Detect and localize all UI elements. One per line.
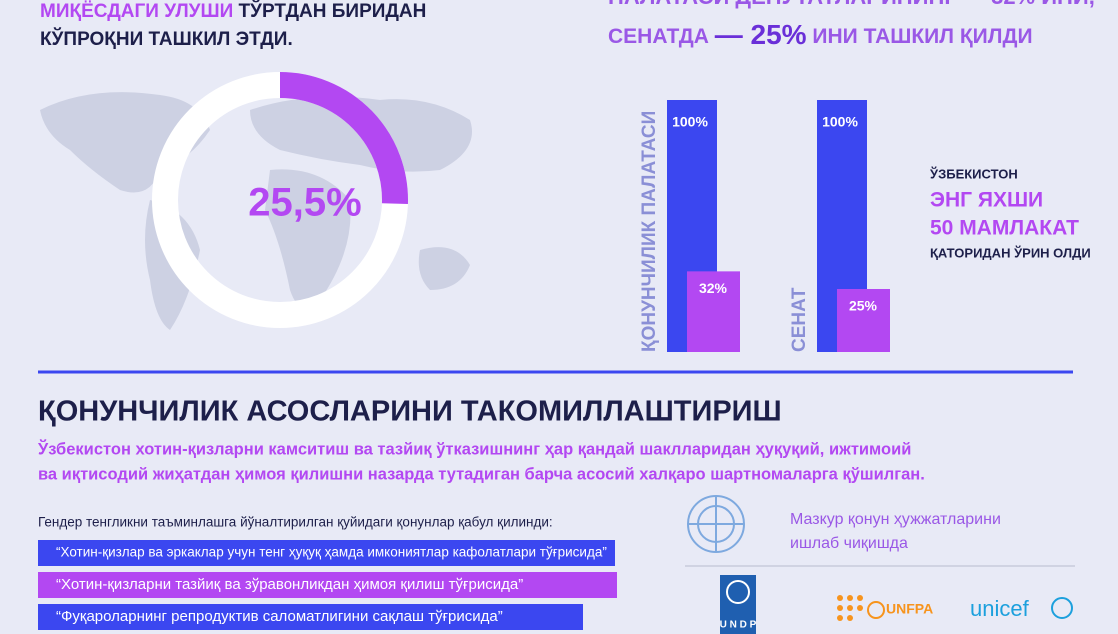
top-right-line1: ПАЛАТАСИ ДЕПУТАТЛАРИНИНГ — 32% ИНИ, [608, 0, 1095, 9]
laws-intro: Гендер тенгликни таъминлашга йўналтирилг… [38, 515, 553, 530]
donut-label: 25,5% [248, 181, 361, 225]
undp-emblem [726, 580, 750, 604]
un-emblem [687, 495, 745, 553]
unicef-text: unicef [970, 596, 1030, 621]
donut-segment [279, 72, 408, 205]
top-right-b: — 25% [715, 19, 807, 50]
bar-label: 25% [849, 298, 878, 314]
ranking-text: 50 МАМЛАКАТ [930, 217, 1079, 240]
law-item: “Фуқароларнинг репродуктив саломатлигини… [56, 608, 503, 625]
top-right-line2: СЕНАТДА — 25% ИНИ ТАШКИЛ ҚИЛДИ [608, 19, 1033, 50]
undp-logo [720, 575, 756, 634]
top-left-dark: ТЎРТДАН БИРИДАН [239, 0, 427, 22]
bar-women [837, 289, 890, 352]
unfpa-emblem [867, 601, 885, 619]
paragraph: Ўзбекистон хотин-қизларни камситиш ва та… [37, 438, 911, 458]
law-box [38, 572, 617, 598]
top-right-c: ИНИ ТАШКИЛ ҚИЛДИ [812, 25, 1032, 48]
donut-chart: 25,5% [152, 72, 408, 328]
undp-text: U N D P [720, 620, 757, 631]
ranking-text: ЎЗБЕКИСТОН [929, 166, 1018, 181]
group-label: ҚОНУНЧИЛИК ПАЛАТАСИ [639, 111, 660, 352]
ranking-text: ҚАТОРИДАН ЎРИН ОЛДИ [930, 245, 1091, 260]
top-left-text: МИҚЁСДАГИ УЛУШИ ТЎРТДАН БИРИДАН [40, 0, 426, 22]
bar-label: 100% [672, 114, 708, 130]
unfpa-text: UNFPA [886, 601, 933, 617]
partners-text: ишлаб чиқишда [790, 535, 908, 552]
group-label: СЕНАТ [789, 287, 810, 352]
paragraph: ва иқтисодий жиҳатдан ҳимоя қилишни наза… [38, 465, 925, 483]
ranking-text: ЭНГ ЯХШИ [930, 189, 1043, 212]
law-item: “Хотин-қизлар ва эркаклар учун тенг ҳуқу… [56, 545, 607, 560]
unicef-emblem [1051, 597, 1073, 619]
partners-text: Мазкур қонун ҳужжатларини [790, 511, 1001, 528]
law-item: “Хотин-қизларни тазйиқ ва зўравонликдан … [56, 576, 523, 593]
top-left-line2: КЎПРОҚНИ ТАШКИЛ ЭТДИ. [40, 28, 293, 50]
bar-label: 100% [822, 114, 858, 130]
bar-label: 32% [699, 280, 728, 296]
section-title: ҚОНУНЧИЛИК АСОСЛАРИНИ ТАКОМИЛЛАШТИРИШ [38, 396, 782, 428]
bar-chart: 100% 32% ҚОНУНЧИЛИК ПАЛАТАСИ 100% 25% СЕНАТ [639, 100, 890, 352]
bar-women [687, 271, 740, 352]
unfpa-dots [837, 595, 863, 621]
top-left-purple: МИҚЁСДАГИ УЛУШИ [40, 1, 233, 22]
law-box [38, 540, 615, 566]
law-box [38, 604, 583, 630]
top-right-a: СЕНАТДА [608, 25, 709, 48]
